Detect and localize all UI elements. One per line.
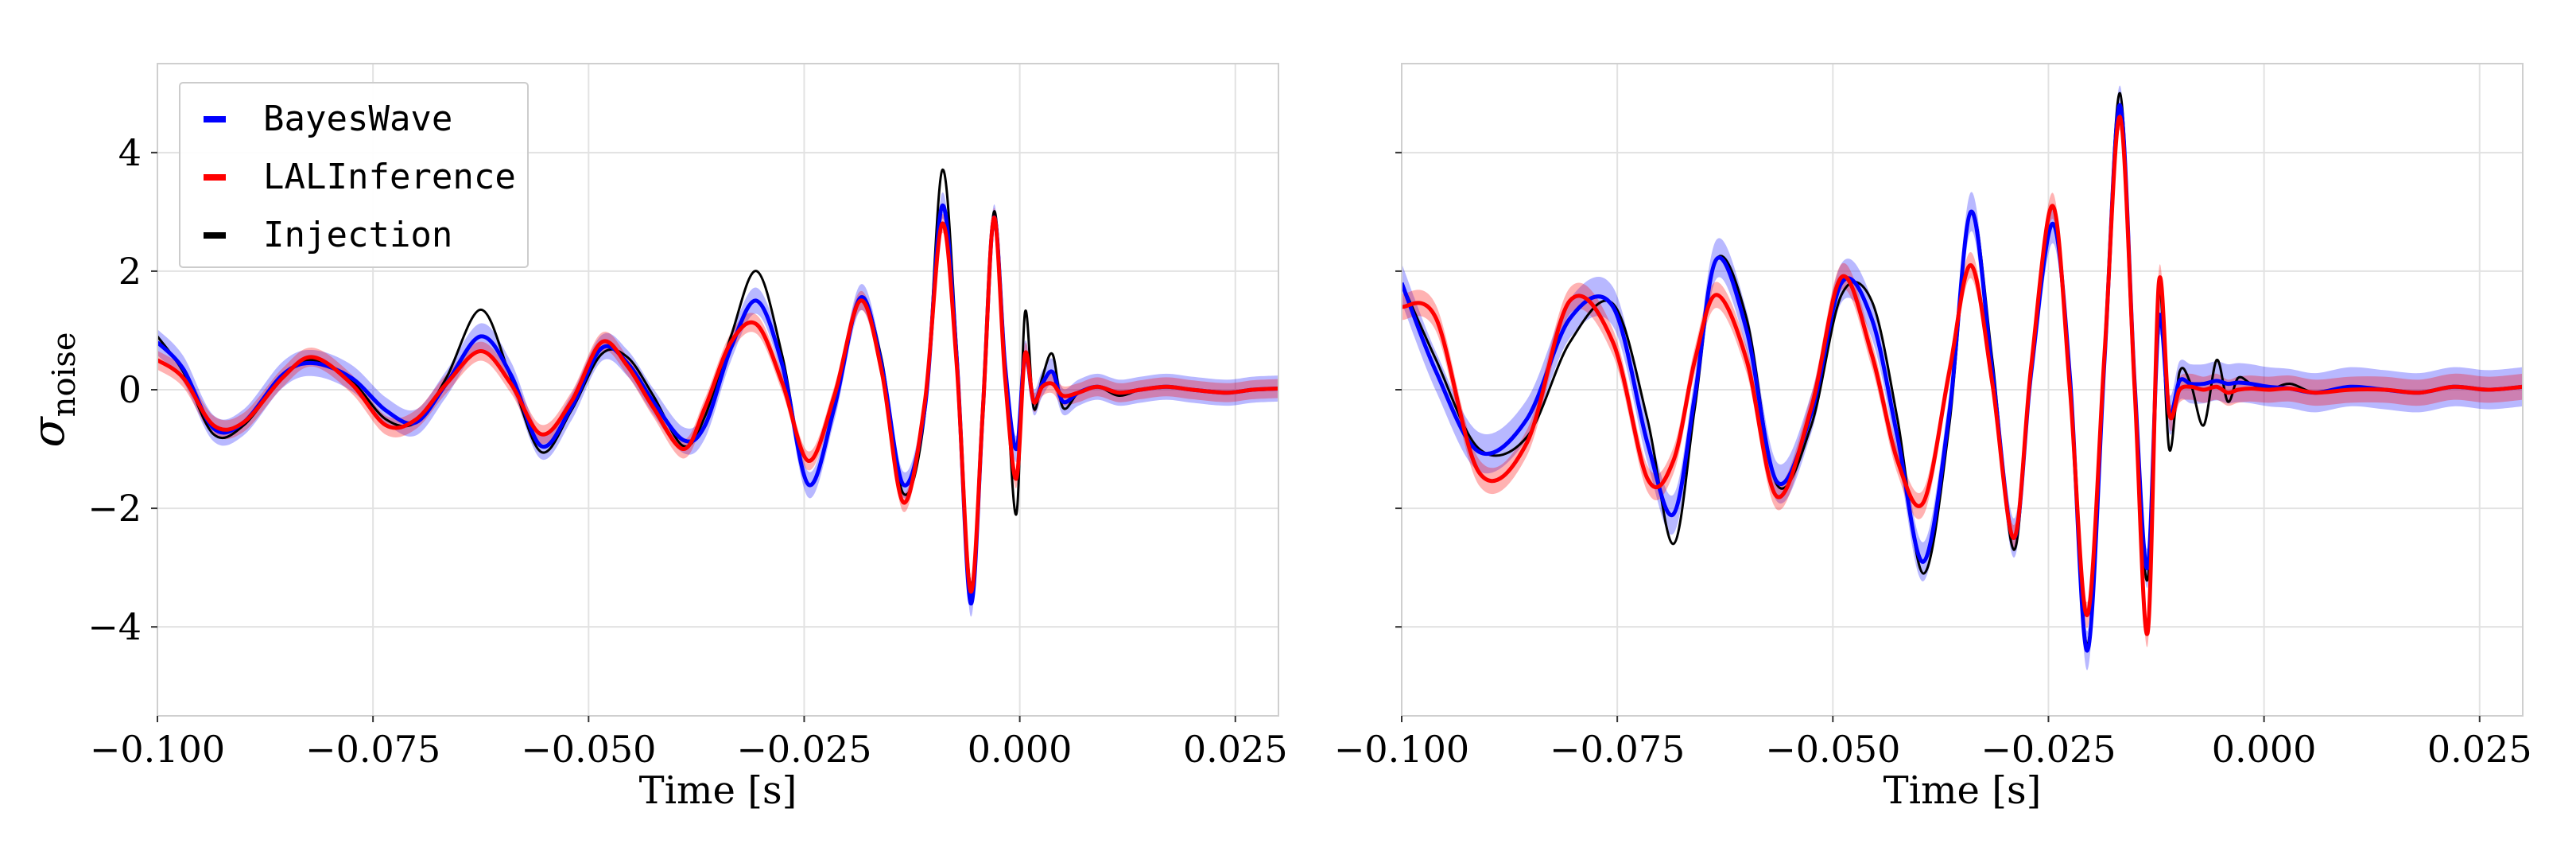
series-line-bayeswave (1402, 103, 2523, 653)
x-tick-label: −0.100 (1334, 728, 1469, 771)
legend: BayesWave LALInference Injection (179, 82, 529, 268)
series-line-lalinference (157, 216, 1278, 593)
panel-right: −0.100 −0.075 −0.050 −0.025 0.000 0.025 Time [… (1334, 63, 2532, 813)
series-line-lalinference (1402, 115, 2523, 636)
x-tick-label: −0.075 (305, 728, 440, 771)
x-tick-label: 0.025 (1183, 728, 1288, 771)
y-tick-label: 2 (118, 250, 142, 293)
x-tick-label: −0.075 (1550, 728, 1685, 771)
legend-label-lalinference: LALInference (263, 157, 516, 197)
y-tick-label: −2 (87, 487, 142, 530)
legend-label-bayeswave: BayesWave (263, 99, 452, 139)
x-tick-label: −0.025 (1980, 728, 2116, 771)
band-bayeswave (1402, 85, 2523, 670)
x-axis-label: Time [s] (639, 768, 797, 813)
x-tick-label: 0.000 (2212, 728, 2317, 771)
y-tick-label: 0 (118, 368, 142, 411)
x-axis-label: Time [s] (1884, 768, 2042, 813)
x-tick-label: −0.025 (736, 728, 871, 771)
legend-box (179, 82, 529, 268)
x-tick-label: −0.100 (90, 728, 225, 771)
y-axis-label: σnoise (23, 332, 83, 447)
x-tick-label: −0.050 (521, 728, 656, 771)
y-tick-label: −4 (87, 605, 142, 648)
panel-left: −0.100 −0.075 −0.050 −0.025 0.000 0.025 −4 −2 0 2… (23, 63, 1288, 813)
y-tick-label: 4 (118, 131, 142, 174)
x-tick-label: −0.050 (1765, 728, 1900, 771)
legend-label-injection: Injection (263, 215, 452, 255)
x-tick-label: 0.000 (968, 728, 1073, 771)
x-tick-label: 0.025 (2427, 728, 2532, 771)
